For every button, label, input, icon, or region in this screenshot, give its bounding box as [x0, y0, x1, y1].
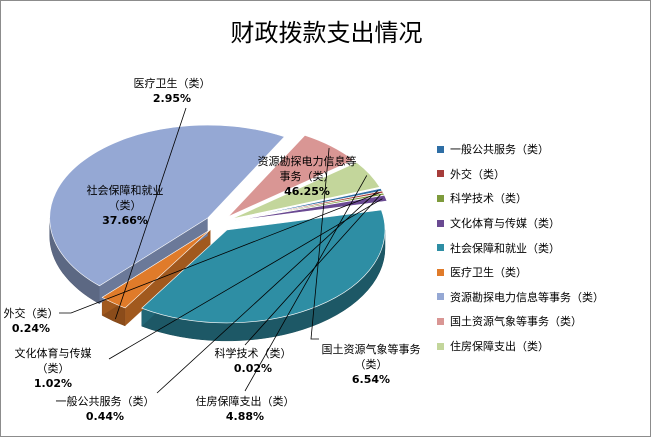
data-label-8: 住房保障支出（类） 4.88%	[196, 394, 295, 423]
data-label-value-0: 0.44%	[86, 410, 124, 423]
legend-label: 社会保障和就业（类）	[450, 241, 560, 255]
data-label-2: 科学技术（类） 0.02%	[215, 346, 292, 375]
data-label-text-0: 一般公共服务（类）	[56, 394, 155, 408]
data-label-text-6: 资源勘探电力信息等	[258, 154, 357, 168]
data-label-text-6: 事务（类）	[280, 169, 335, 183]
pie-slice-7	[227, 134, 355, 217]
legend: 一般公共服务（类） 外交（类） 科学技术（类） 文化体育与传媒（类） 社会保障和就业（类…	[437, 137, 649, 358]
data-label-text-4: （类）	[109, 198, 142, 212]
pie-slice-3	[232, 194, 388, 222]
data-label-5: 医疗卫生（类） 2.95%	[134, 76, 211, 105]
legend-swatch	[437, 170, 444, 178]
legend-item: 医疗卫生（类）	[437, 260, 649, 285]
legend-label: 资源勘探电力信息等事务（类）	[450, 290, 604, 304]
leader-line-5	[114, 107, 187, 320]
leader-line-8	[244, 175, 368, 392]
legend-swatch	[437, 293, 444, 301]
data-label-3: 文化体育与传媒（类） 1.02%	[15, 346, 92, 390]
legend-item: 资源勘探电力信息等事务（类）	[437, 285, 649, 310]
data-label-text-8: 住房保障支出（类）	[196, 394, 295, 408]
data-label-7: 国土资源气象等事务（类） 6.54%	[322, 342, 421, 386]
legend-label: 外交（类）	[450, 167, 505, 181]
data-label-1: 外交（类） 0.24%	[4, 306, 59, 335]
leader-line-0	[156, 190, 379, 394]
pie-slice-5	[101, 229, 211, 309]
legend-swatch	[437, 268, 444, 276]
leader-line-2	[244, 194, 381, 346]
legend-label: 国土资源气象等事务（类）	[450, 315, 582, 329]
data-label-value-6: 46.25%	[284, 185, 330, 198]
data-label-text-1: 外交（类）	[4, 306, 59, 320]
data-label-text-7: （类）	[355, 357, 388, 371]
legend-item: 社会保障和就业（类）	[437, 235, 649, 260]
data-label-text-3: （类）	[37, 361, 70, 375]
legend-swatch	[437, 244, 444, 252]
data-label-text-2: 科学技术（类）	[215, 346, 292, 360]
legend-label: 住房保障支出（类）	[450, 340, 549, 354]
data-label-0: 一般公共服务（类） 0.44%	[56, 394, 155, 423]
data-label-value-7: 6.54%	[352, 373, 390, 386]
data-label-4: 社会保障和就业（类） 37.66%	[87, 183, 164, 227]
legend-label: 医疗卫生（类）	[450, 266, 527, 280]
leader-line-7	[310, 147, 330, 340]
legend-swatch	[437, 219, 444, 227]
data-label-text-4: 社会保障和就业	[87, 183, 164, 197]
data-label-text-7: 国土资源气象等事务	[322, 342, 421, 356]
pie-slice-8	[231, 162, 381, 220]
data-label-value-1: 0.24%	[12, 322, 50, 335]
legend-item: 一般公共服务（类）	[437, 137, 649, 162]
legend-swatch	[437, 194, 444, 202]
data-label-value-4: 37.66%	[102, 214, 148, 227]
data-labels: 一般公共服务（类） 0.44% 外交（类） 0.24% 科学技术（类） 0.02% 文化体育…	[4, 76, 421, 423]
legend-swatch	[437, 145, 444, 153]
legend-item: 外交（类）	[437, 162, 649, 187]
leader-lines	[59, 107, 383, 394]
legend-label: 科学技术（类）	[450, 192, 527, 206]
data-label-value-2: 0.02%	[234, 362, 272, 375]
pie-slice-2	[232, 192, 385, 221]
leader-line-3	[108, 198, 383, 360]
legend-swatch	[437, 317, 444, 325]
legend-item: 国土资源气象等事务（类）	[437, 309, 649, 334]
legend-item: 文化体育与传媒（类）	[437, 211, 649, 236]
legend-item: 住房保障支出（类）	[437, 334, 649, 359]
data-label-value-5: 2.95%	[153, 92, 191, 105]
legend-label: 文化体育与传媒（类）	[450, 217, 560, 231]
legend-label: 一般公共服务（类）	[450, 143, 549, 157]
legend-swatch	[437, 342, 444, 350]
pie-slices	[49, 124, 388, 324]
data-label-value-3: 1.02%	[34, 377, 72, 390]
legend-item: 科学技术（类）	[437, 186, 649, 211]
pie-slice-4	[141, 209, 386, 324]
leader-line-1	[59, 192, 380, 314]
data-label-text-5: 医疗卫生（类）	[134, 76, 211, 90]
pie-slice-6	[49, 124, 285, 287]
data-label-value-8: 4.88%	[226, 410, 264, 423]
data-label-text-3: 文化体育与传媒	[15, 346, 92, 360]
data-label-6: 资源勘探电力信息等事务（类） 46.25%	[258, 154, 357, 198]
chart-title: 财政拨款支出情况	[230, 19, 423, 47]
